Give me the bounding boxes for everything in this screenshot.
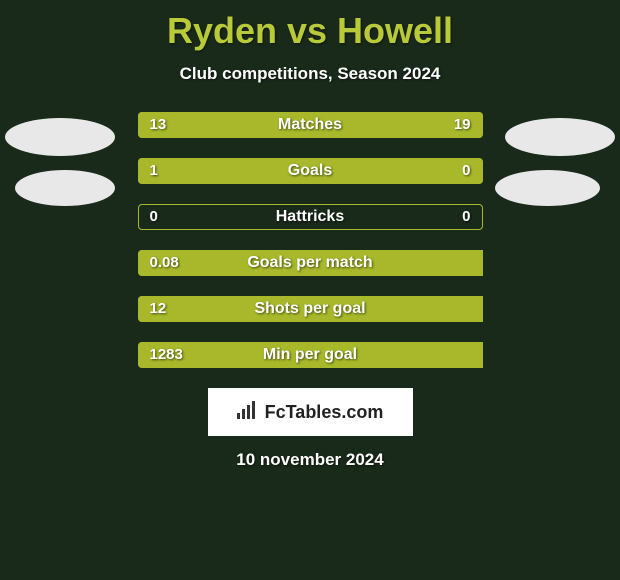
stat-row-shots-per-goal: 12 Shots per goal xyxy=(138,296,483,322)
stat-row-matches: 13 Matches 19 xyxy=(138,112,483,138)
value-right: 0 xyxy=(462,158,470,184)
stat-label: Goals xyxy=(138,158,483,184)
logo-text: FcTables.com xyxy=(265,402,384,423)
stat-row-goals-per-match: 0.08 Goals per match xyxy=(138,250,483,276)
stat-row-hattricks: 0 Hattricks 0 xyxy=(138,204,483,230)
value-right: 0 xyxy=(462,204,470,230)
stat-label: Matches xyxy=(138,112,483,138)
stat-label: Goals per match xyxy=(138,250,483,276)
value-right: 19 xyxy=(454,112,471,138)
comparison-chart: 13 Matches 19 1 Goals 0 0 Hattricks 0 0.… xyxy=(0,112,620,368)
page-title: Ryden vs Howell xyxy=(0,0,620,52)
logo-box: FcTables.com xyxy=(208,388,413,436)
stat-label: Min per goal xyxy=(138,342,483,368)
stat-row-min-per-goal: 1283 Min per goal xyxy=(138,342,483,368)
stat-label: Hattricks xyxy=(138,204,483,230)
chart-icon xyxy=(237,401,259,424)
date-label: 10 november 2024 xyxy=(0,450,620,470)
subtitle: Club competitions, Season 2024 xyxy=(0,64,620,84)
stat-label: Shots per goal xyxy=(138,296,483,322)
stat-row-goals: 1 Goals 0 xyxy=(138,158,483,184)
